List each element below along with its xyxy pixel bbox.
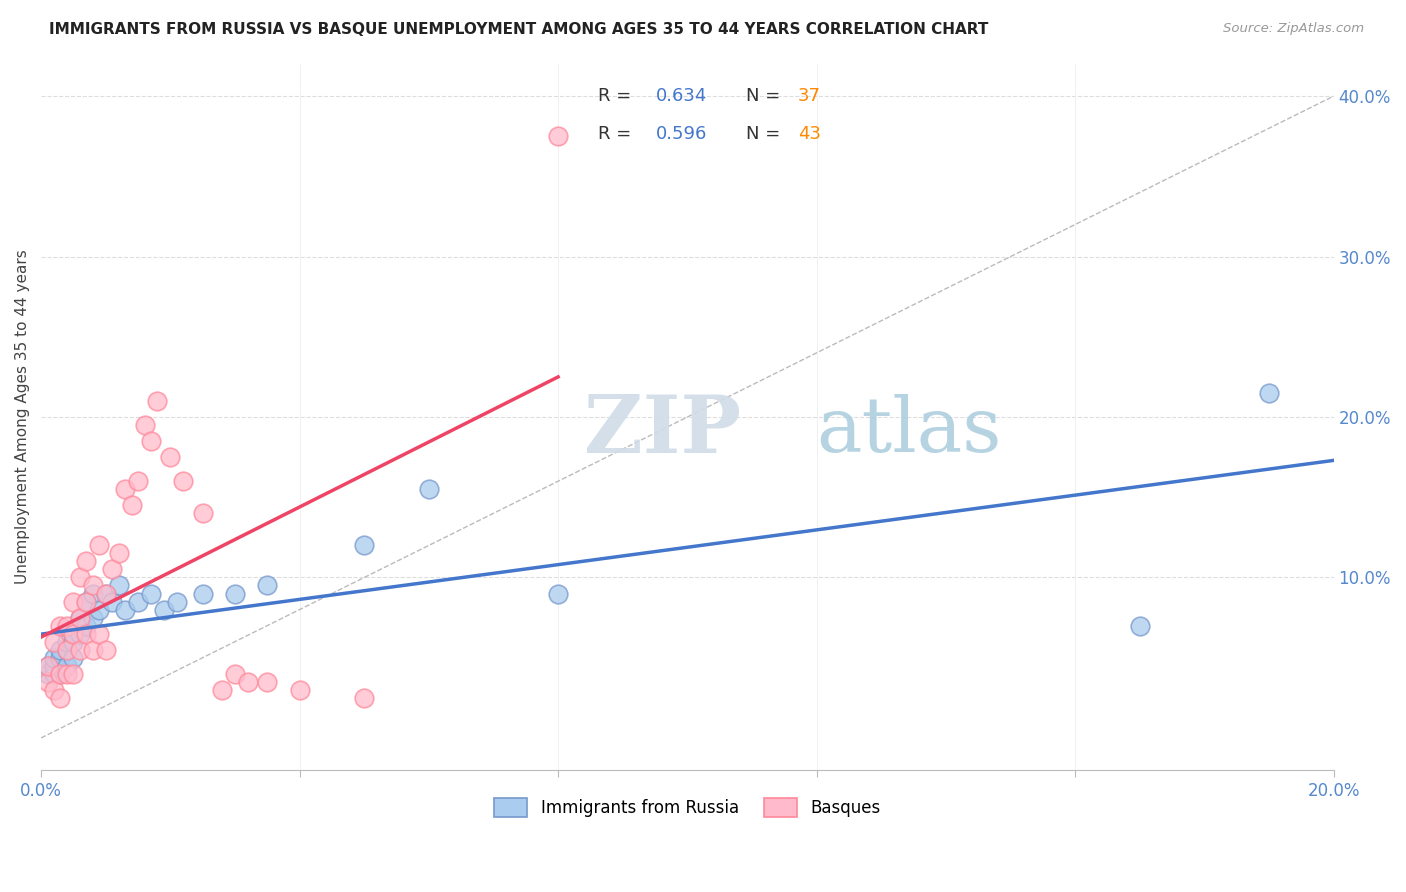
- Point: [114, 482, 136, 496]
- Text: 0.596: 0.596: [655, 126, 707, 144]
- Point: [256, 674, 278, 689]
- Point: [56, 666, 79, 681]
- Point: [236, 674, 259, 689]
- Legend: Immigrants from Russia, Basques: Immigrants from Russia, Basques: [485, 789, 889, 825]
- Point: [107, 578, 129, 592]
- Point: [56, 642, 79, 657]
- Point: [62, 626, 84, 640]
- Point: [56, 642, 79, 657]
- Point: [49, 642, 72, 657]
- Point: [75, 594, 97, 608]
- Point: [94, 586, 117, 600]
- Point: [56, 634, 79, 648]
- Point: [82, 610, 104, 624]
- Point: [353, 538, 375, 552]
- Point: [62, 594, 84, 608]
- Point: [127, 594, 149, 608]
- Point: [153, 602, 176, 616]
- Point: [134, 418, 156, 433]
- Point: [75, 618, 97, 632]
- Point: [62, 650, 84, 665]
- Text: Source: ZipAtlas.com: Source: ZipAtlas.com: [1223, 22, 1364, 36]
- Point: [49, 666, 72, 681]
- Text: R =: R =: [598, 126, 637, 144]
- Point: [353, 690, 375, 705]
- Point: [82, 578, 104, 592]
- Point: [191, 586, 214, 600]
- Point: [75, 594, 97, 608]
- Point: [49, 666, 72, 681]
- Point: [62, 634, 84, 648]
- Point: [82, 642, 104, 657]
- Point: [94, 642, 117, 657]
- Text: R =: R =: [598, 87, 637, 105]
- Point: [56, 618, 79, 632]
- Point: [547, 586, 569, 600]
- Point: [1129, 618, 1152, 632]
- Text: atlas: atlas: [817, 394, 1002, 468]
- Point: [94, 586, 117, 600]
- Y-axis label: Unemployment Among Ages 35 to 44 years: Unemployment Among Ages 35 to 44 years: [15, 250, 30, 584]
- Point: [82, 586, 104, 600]
- Point: [89, 602, 111, 616]
- Point: [37, 674, 59, 689]
- Point: [49, 690, 72, 705]
- Point: [172, 474, 194, 488]
- Point: [62, 666, 84, 681]
- Point: [121, 498, 143, 512]
- Point: [42, 658, 65, 673]
- Point: [37, 658, 59, 673]
- Point: [75, 626, 97, 640]
- Text: N =: N =: [747, 87, 786, 105]
- Point: [69, 610, 91, 624]
- Point: [101, 562, 124, 576]
- Point: [139, 434, 162, 449]
- Point: [62, 626, 84, 640]
- Point: [166, 594, 188, 608]
- Point: [49, 618, 72, 632]
- Point: [42, 666, 65, 681]
- Text: 0.634: 0.634: [655, 87, 707, 105]
- Point: [547, 129, 569, 144]
- Point: [75, 554, 97, 568]
- Point: [42, 634, 65, 648]
- Point: [139, 586, 162, 600]
- Text: IMMIGRANTS FROM RUSSIA VS BASQUE UNEMPLOYMENT AMONG AGES 35 TO 44 YEARS CORRELAT: IMMIGRANTS FROM RUSSIA VS BASQUE UNEMPLO…: [49, 22, 988, 37]
- Point: [56, 658, 79, 673]
- Point: [256, 578, 278, 592]
- Point: [418, 482, 440, 496]
- Point: [107, 546, 129, 560]
- Point: [89, 538, 111, 552]
- Point: [69, 626, 91, 640]
- Point: [211, 682, 233, 697]
- Point: [101, 594, 124, 608]
- Point: [288, 682, 311, 697]
- Point: [42, 650, 65, 665]
- Point: [114, 602, 136, 616]
- Point: [146, 394, 169, 409]
- Text: 37: 37: [797, 87, 821, 105]
- Point: [37, 666, 59, 681]
- Point: [42, 682, 65, 697]
- Point: [37, 658, 59, 673]
- Point: [49, 650, 72, 665]
- Point: [191, 506, 214, 520]
- Point: [89, 626, 111, 640]
- Point: [1258, 386, 1281, 401]
- Point: [159, 450, 181, 464]
- Point: [69, 610, 91, 624]
- Point: [69, 642, 91, 657]
- Point: [127, 474, 149, 488]
- Point: [224, 586, 246, 600]
- Text: 43: 43: [797, 126, 821, 144]
- Point: [224, 666, 246, 681]
- Text: ZIP: ZIP: [583, 392, 741, 470]
- Point: [69, 570, 91, 584]
- Text: N =: N =: [747, 126, 786, 144]
